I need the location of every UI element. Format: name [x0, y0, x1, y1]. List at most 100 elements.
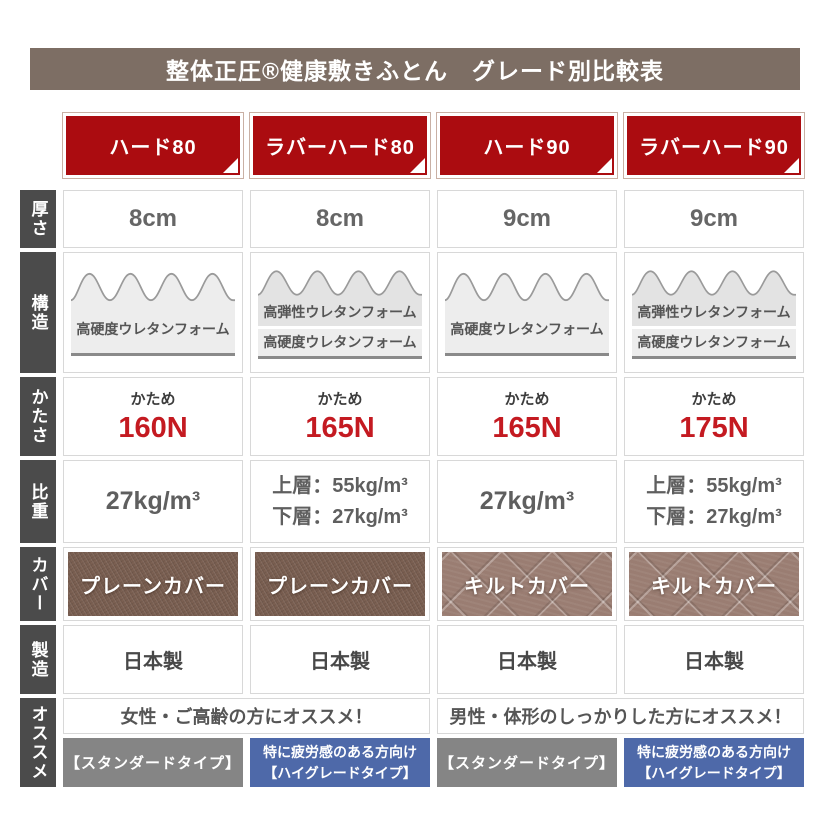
type-badge-standard: 【スタンダードタイプ】	[63, 738, 243, 787]
corner-triangle-icon	[597, 158, 612, 173]
thickness-value: 8cm	[128, 205, 178, 232]
type-badge-line: 【スタンダードタイプ】	[64, 755, 241, 772]
row-label-text: かたさ	[28, 388, 48, 445]
density-cell: 27kg/m³	[437, 460, 617, 543]
page-title-text: 整体正圧®健康敷きふとん グレード別比較表	[166, 58, 664, 84]
density-cell: 上層：55kg/m³ 下層：27kg/m³	[250, 460, 430, 543]
hardness-cell: かため 165N	[437, 377, 617, 456]
hardness-value: 175N	[679, 412, 749, 444]
thickness-cell: 9cm	[624, 190, 804, 248]
cover-cell: キルトカバー	[624, 547, 804, 621]
foam-layer-label: 高硬度ウレタンフォーム	[450, 321, 604, 337]
foam-layer-label: 高硬度ウレタンフォーム	[637, 334, 791, 350]
structure-cell: 高硬度ウレタンフォーム	[63, 252, 243, 373]
foam-layer: 高硬度ウレタンフォーム	[71, 305, 235, 353]
type-badge-standard: 【スタンダードタイプ】	[437, 738, 617, 787]
structure-cell: 高硬度ウレタンフォーム	[437, 252, 617, 373]
diagram-baseline	[258, 355, 422, 359]
quilt-cover-fabric-image: キルトカバー	[442, 552, 612, 616]
page-title: 整体正圧®健康敷きふとん グレード別比較表	[30, 48, 800, 90]
thickness-value: 8cm	[315, 205, 365, 232]
foam-layer-diagram: 高弾性ウレタンフォーム 高硬度ウレタンフォーム	[258, 267, 422, 359]
hardness-value: 165N	[305, 412, 375, 444]
row-label-text: オススメ	[28, 704, 48, 781]
foam-layer-label: 高硬度ウレタンフォーム	[76, 321, 230, 337]
row-label-text: カバー	[28, 555, 48, 613]
hardness-label: かため	[317, 391, 363, 408]
row-label-text: 製造	[28, 640, 48, 679]
type-badge-line: 【スタンダードタイプ】	[438, 755, 615, 772]
structure-cell: 高弾性ウレタンフォーム 高硬度ウレタンフォーム	[624, 252, 804, 373]
diagram-baseline	[71, 353, 235, 356]
product-tab-label: ハード80	[109, 137, 197, 159]
corner-triangle-icon	[784, 158, 799, 173]
cover-cell: プレーンカバー	[63, 547, 243, 621]
hardness-label: かため	[504, 391, 550, 408]
type-badge-line: 特に疲労感のある方向け	[637, 743, 791, 760]
cover-label: キルトカバー	[651, 575, 777, 598]
density-value: 上層：55kg/m³	[272, 474, 408, 497]
row-label-cover: カバー	[20, 547, 56, 621]
product-tab-hard90[interactable]: ハード90	[437, 113, 617, 178]
row-label-recommend: オススメ	[20, 698, 56, 787]
layer-divider	[258, 325, 422, 329]
density-cell: 27kg/m³	[63, 460, 243, 543]
product-tab-rubberhard90[interactable]: ラバーハード90	[624, 113, 804, 178]
density-value: 27kg/m³	[479, 487, 575, 515]
diagram-baseline	[632, 355, 796, 359]
made-in-value: 日本製	[684, 651, 744, 673]
corner-triangle-icon	[223, 158, 238, 173]
foam-layer-label: 高硬度ウレタンフォーム	[263, 334, 417, 350]
type-badge-highgrade: 特に疲労感のある方向け 【ハイグレードタイプ】	[624, 738, 804, 787]
structure-cell: 高弾性ウレタンフォーム 高硬度ウレタンフォーム	[250, 252, 430, 373]
made-in-cell: 日本製	[624, 625, 804, 694]
type-badge-highgrade: 特に疲労感のある方向け 【ハイグレードタイプ】	[250, 738, 430, 787]
foam-wave-profile	[258, 269, 422, 299]
hardness-value: 160N	[118, 412, 188, 444]
comparison-table: 厚さ 8cm 8cm 9cm 9cm 構造 高硬度ウレタンフォーム 高弾性ウレタ…	[20, 190, 804, 787]
row-label-thickness: 厚さ	[20, 190, 56, 248]
row-label-made: 製造	[20, 625, 56, 694]
density-value: 27kg/m³	[105, 487, 201, 515]
hardness-cell: かため 175N	[624, 377, 804, 456]
foam-wave-profile	[632, 269, 796, 299]
made-in-cell: 日本製	[437, 625, 617, 694]
foam-layer-label: 高弾性ウレタンフォーム	[263, 304, 417, 320]
plain-cover-fabric-image: プレーンカバー	[255, 552, 425, 616]
quilt-cover-fabric-image: キルトカバー	[629, 552, 799, 616]
row-label-structure: 構造	[20, 252, 56, 373]
density-cell: 上層：55kg/m³ 下層：27kg/m³	[624, 460, 804, 543]
recommend-text: 男性・体形のしっかりした方にオススメ！	[449, 707, 792, 727]
density-value: 上層：55kg/m³	[646, 474, 782, 497]
thickness-cell: 9cm	[437, 190, 617, 248]
product-tab-rubberhard80[interactable]: ラバーハード80	[250, 113, 430, 178]
type-badge-line: 【ハイグレードタイプ】	[263, 764, 417, 781]
row-label-density: 比重	[20, 460, 56, 543]
row-label-hardness: かたさ	[20, 377, 56, 456]
product-tab-hard80[interactable]: ハード80	[63, 113, 243, 178]
made-in-cell: 日本製	[63, 625, 243, 694]
product-tab-label: ハード90	[483, 137, 571, 159]
made-in-value: 日本製	[123, 651, 183, 673]
type-badge-line: 特に疲労感のある方向け	[263, 743, 417, 760]
made-in-value: 日本製	[310, 651, 370, 673]
foam-layer-bottom: 高硬度ウレタンフォーム	[632, 328, 796, 356]
thickness-value: 9cm	[502, 205, 552, 232]
plain-cover-fabric-image: プレーンカバー	[68, 552, 238, 616]
product-tab-label: ラバーハード90	[639, 137, 789, 159]
foam-layer-bottom: 高硬度ウレタンフォーム	[258, 328, 422, 356]
foam-layer-top: 高弾性ウレタンフォーム	[258, 298, 422, 326]
cover-label: プレーンカバー	[267, 575, 413, 598]
cover-cell: キルトカバー	[437, 547, 617, 621]
row-label-text: 厚さ	[28, 200, 48, 238]
row-label-text: 比重	[28, 482, 48, 521]
header-spacer	[20, 113, 56, 178]
cover-label: キルトカバー	[464, 575, 590, 598]
recommend-text: 女性・ご高齢の方にオススメ！	[120, 707, 373, 727]
diagram-baseline	[445, 353, 609, 356]
hardness-label: かため	[130, 391, 176, 408]
made-in-cell: 日本製	[250, 625, 430, 694]
thickness-cell: 8cm	[250, 190, 430, 248]
recommend-cell-right: 男性・体形のしっかりした方にオススメ！	[437, 698, 804, 734]
product-header-row: ハード80 ラバーハード80 ハード90 ラバーハード90	[20, 113, 804, 178]
